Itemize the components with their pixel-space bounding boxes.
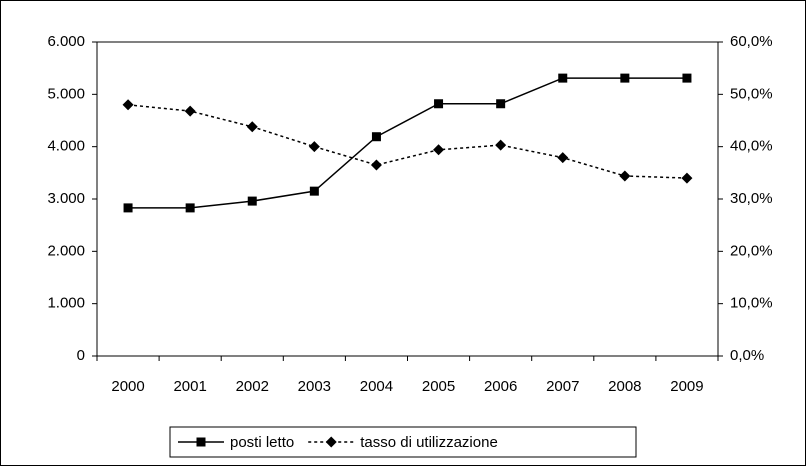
y-tick-label: 0 <box>77 347 85 364</box>
y2-tick-label: 10,0% <box>730 295 773 312</box>
series-line <box>128 77 687 209</box>
series-marker <box>557 152 569 164</box>
y2-tick-label: 0,0% <box>730 347 764 364</box>
y-tick-label: 6.000 <box>47 33 85 50</box>
legend <box>169 426 637 458</box>
x-tick-label: 2004 <box>360 378 393 395</box>
series-marker <box>246 121 258 133</box>
series-marker <box>495 139 507 151</box>
series-marker <box>309 186 319 196</box>
series-marker <box>247 196 257 206</box>
series-marker <box>185 203 195 213</box>
y2-tick-label: 20,0% <box>730 242 773 259</box>
series-marker <box>619 170 631 182</box>
x-tick-label: 2008 <box>608 378 641 395</box>
legend-label: posti letto <box>230 434 294 451</box>
x-tick-label: 2001 <box>173 378 206 395</box>
series-marker <box>308 141 320 153</box>
series-marker <box>681 172 693 184</box>
y2-tick-label: 50,0% <box>730 85 773 102</box>
series-line <box>127 104 687 179</box>
x-tick-label: 2000 <box>111 378 144 395</box>
legend-marker <box>325 436 337 448</box>
series-marker <box>122 99 134 111</box>
legend-label: tasso di utilizzazione <box>360 434 498 451</box>
series-marker <box>682 73 692 83</box>
series-marker <box>370 159 382 171</box>
y-tick-label: 4.000 <box>47 138 85 155</box>
y2-tick-label: 30,0% <box>730 190 773 207</box>
y-tick-label: 1.000 <box>47 295 85 312</box>
series-marker <box>620 73 630 83</box>
series-marker <box>496 99 506 109</box>
x-tick-label: 2006 <box>484 378 517 395</box>
plot-area <box>96 41 719 357</box>
x-tick-label: 2007 <box>546 378 579 395</box>
x-tick-label: 2002 <box>236 378 269 395</box>
x-tick-label: 2005 <box>422 378 455 395</box>
series-marker <box>371 132 381 142</box>
series-marker <box>434 99 444 109</box>
y2-tick-label: 40,0% <box>730 138 773 155</box>
legend-marker <box>196 437 206 447</box>
x-tick-label: 2009 <box>670 378 703 395</box>
y-tick-label: 2.000 <box>47 242 85 259</box>
y2-tick-label: 60,0% <box>730 33 773 50</box>
series-marker <box>558 73 568 83</box>
x-tick-label: 2003 <box>298 378 331 395</box>
y-tick-label: 3.000 <box>47 190 85 207</box>
y-tick-label: 5.000 <box>47 85 85 102</box>
series-marker <box>123 203 133 213</box>
series-marker <box>433 144 445 156</box>
series-marker <box>184 105 196 117</box>
